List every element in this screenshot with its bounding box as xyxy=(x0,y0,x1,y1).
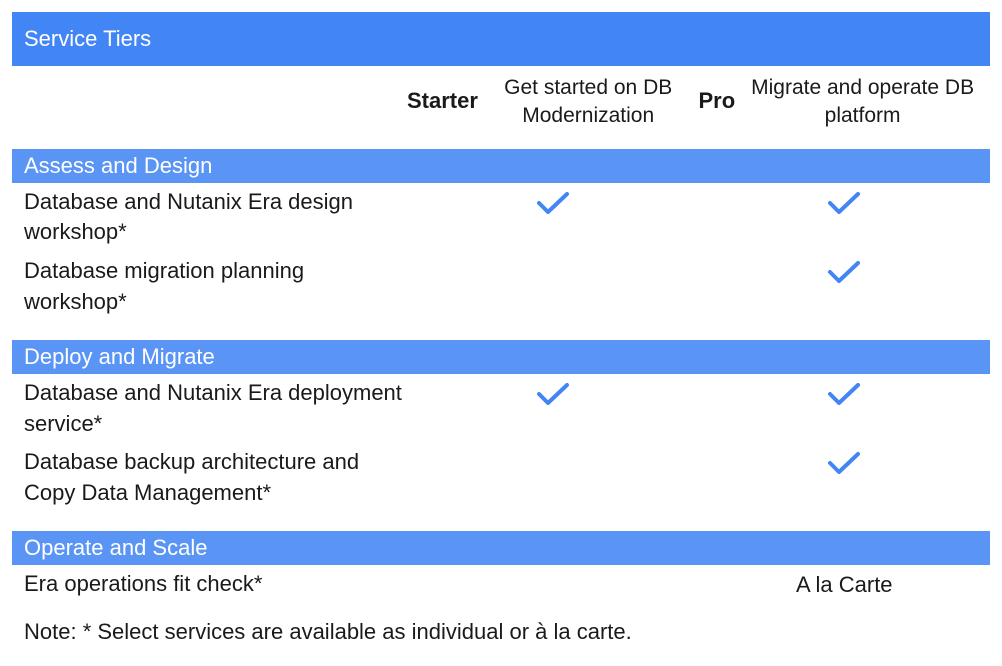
feature-cell xyxy=(699,376,991,412)
feature-row: Database and Nutanix Era design workshop… xyxy=(12,183,990,253)
tier-name: Starter xyxy=(407,88,478,114)
check-icon xyxy=(827,450,861,476)
section-gap xyxy=(12,322,990,340)
section-gap xyxy=(12,513,990,531)
check-icon xyxy=(827,190,861,216)
check-icon xyxy=(536,190,570,216)
feature-label: Database backup architecture and Copy Da… xyxy=(12,445,407,511)
feature-cell xyxy=(407,254,699,290)
feature-cell xyxy=(699,185,991,221)
section-header: Operate and Scale xyxy=(12,531,990,565)
section-header: Deploy and Migrate xyxy=(12,340,990,374)
feature-label: Database and Nutanix Era design workshop… xyxy=(12,185,407,251)
tier-header-row: Starter Get started on DB Modernization … xyxy=(12,66,990,149)
feature-label: Database migration planning workshop* xyxy=(12,254,407,320)
feature-cell: A la Carte xyxy=(699,567,991,603)
tier-name: Pro xyxy=(699,88,736,114)
tier-header-spacer xyxy=(12,74,407,131)
tier-description: Migrate and operate DB platform xyxy=(735,74,990,131)
feature-row: Database backup architecture and Copy Da… xyxy=(12,443,990,513)
check-icon xyxy=(536,381,570,407)
tier-header-pro: Pro Migrate and operate DB platform xyxy=(699,74,991,131)
service-tiers-table: Service Tiers Starter Get started on DB … xyxy=(12,12,990,645)
feature-cell xyxy=(407,445,699,481)
sections-container: Assess and DesignDatabase and Nutanix Er… xyxy=(12,149,990,605)
section-header: Assess and Design xyxy=(12,149,990,183)
feature-label: Era operations fit check* xyxy=(12,567,407,602)
feature-label: Database and Nutanix Era deployment serv… xyxy=(12,376,407,442)
check-icon xyxy=(827,259,861,285)
table-title-bar: Service Tiers xyxy=(12,12,990,66)
feature-row: Database and Nutanix Era deployment serv… xyxy=(12,374,990,444)
feature-cell-text: A la Carte xyxy=(796,572,893,598)
tier-description: Get started on DB Modernization xyxy=(478,74,699,131)
tier-header-starter: Starter Get started on DB Modernization xyxy=(407,74,699,131)
feature-cell xyxy=(699,445,991,481)
feature-row: Database migration planning workshop* xyxy=(12,252,990,322)
feature-cell xyxy=(407,567,699,603)
feature-cell xyxy=(407,376,699,412)
check-icon xyxy=(827,381,861,407)
footnote: Note: * Select services are available as… xyxy=(12,605,990,645)
feature-cell xyxy=(407,185,699,221)
table-title: Service Tiers xyxy=(24,26,151,51)
feature-cell xyxy=(699,254,991,290)
feature-row: Era operations fit check* A la Carte xyxy=(12,565,990,605)
